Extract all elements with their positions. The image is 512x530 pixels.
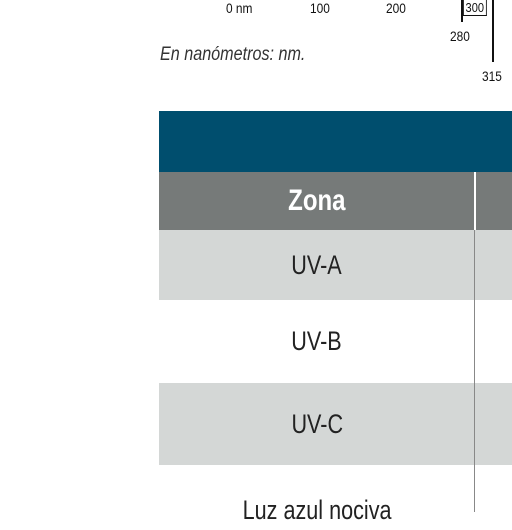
row-bg xyxy=(159,230,512,300)
axis-label: 280 xyxy=(450,28,470,44)
cell: UV-C xyxy=(159,383,475,465)
header-text: Zona xyxy=(288,184,346,217)
cell-text: UV-B xyxy=(291,326,343,356)
divider xyxy=(474,230,475,512)
axis-label: 200 xyxy=(386,0,406,16)
cell-text: UV-C xyxy=(291,408,343,439)
cell-text: Luz azul nociva xyxy=(242,494,392,525)
cell: UV-B xyxy=(159,300,475,383)
axis-label: 300 xyxy=(463,0,487,16)
cell: Luz azul nociva xyxy=(159,490,475,530)
marker-line xyxy=(461,0,463,22)
table-banner xyxy=(159,111,512,172)
axis-label: 315 xyxy=(482,68,502,84)
axis-label: 0 nm xyxy=(226,0,253,16)
divider xyxy=(474,172,476,230)
axis-label: 100 xyxy=(310,0,330,16)
header-cell: Zona xyxy=(159,172,475,230)
cell-text: UV-A xyxy=(291,249,343,280)
row-bg xyxy=(159,383,512,465)
cell: UV-A xyxy=(159,230,475,300)
page: 0 nm 100 200 300 280 315 En nanómetros: … xyxy=(159,0,512,525)
caption: En nanómetros: nm. xyxy=(160,44,306,65)
table-header xyxy=(159,172,512,230)
marker-line xyxy=(492,0,494,62)
